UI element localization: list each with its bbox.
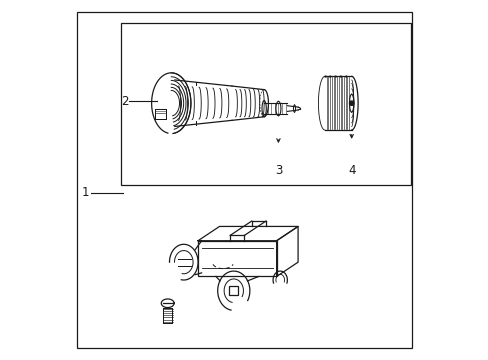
- Bar: [198, 241, 276, 276]
- Text: 4: 4: [347, 164, 355, 177]
- Bar: [229, 286, 238, 295]
- Circle shape: [349, 101, 353, 105]
- Text: 1: 1: [81, 186, 89, 199]
- Text: 2: 2: [121, 95, 128, 108]
- Text: 3: 3: [274, 164, 282, 177]
- Bar: [121, 23, 410, 185]
